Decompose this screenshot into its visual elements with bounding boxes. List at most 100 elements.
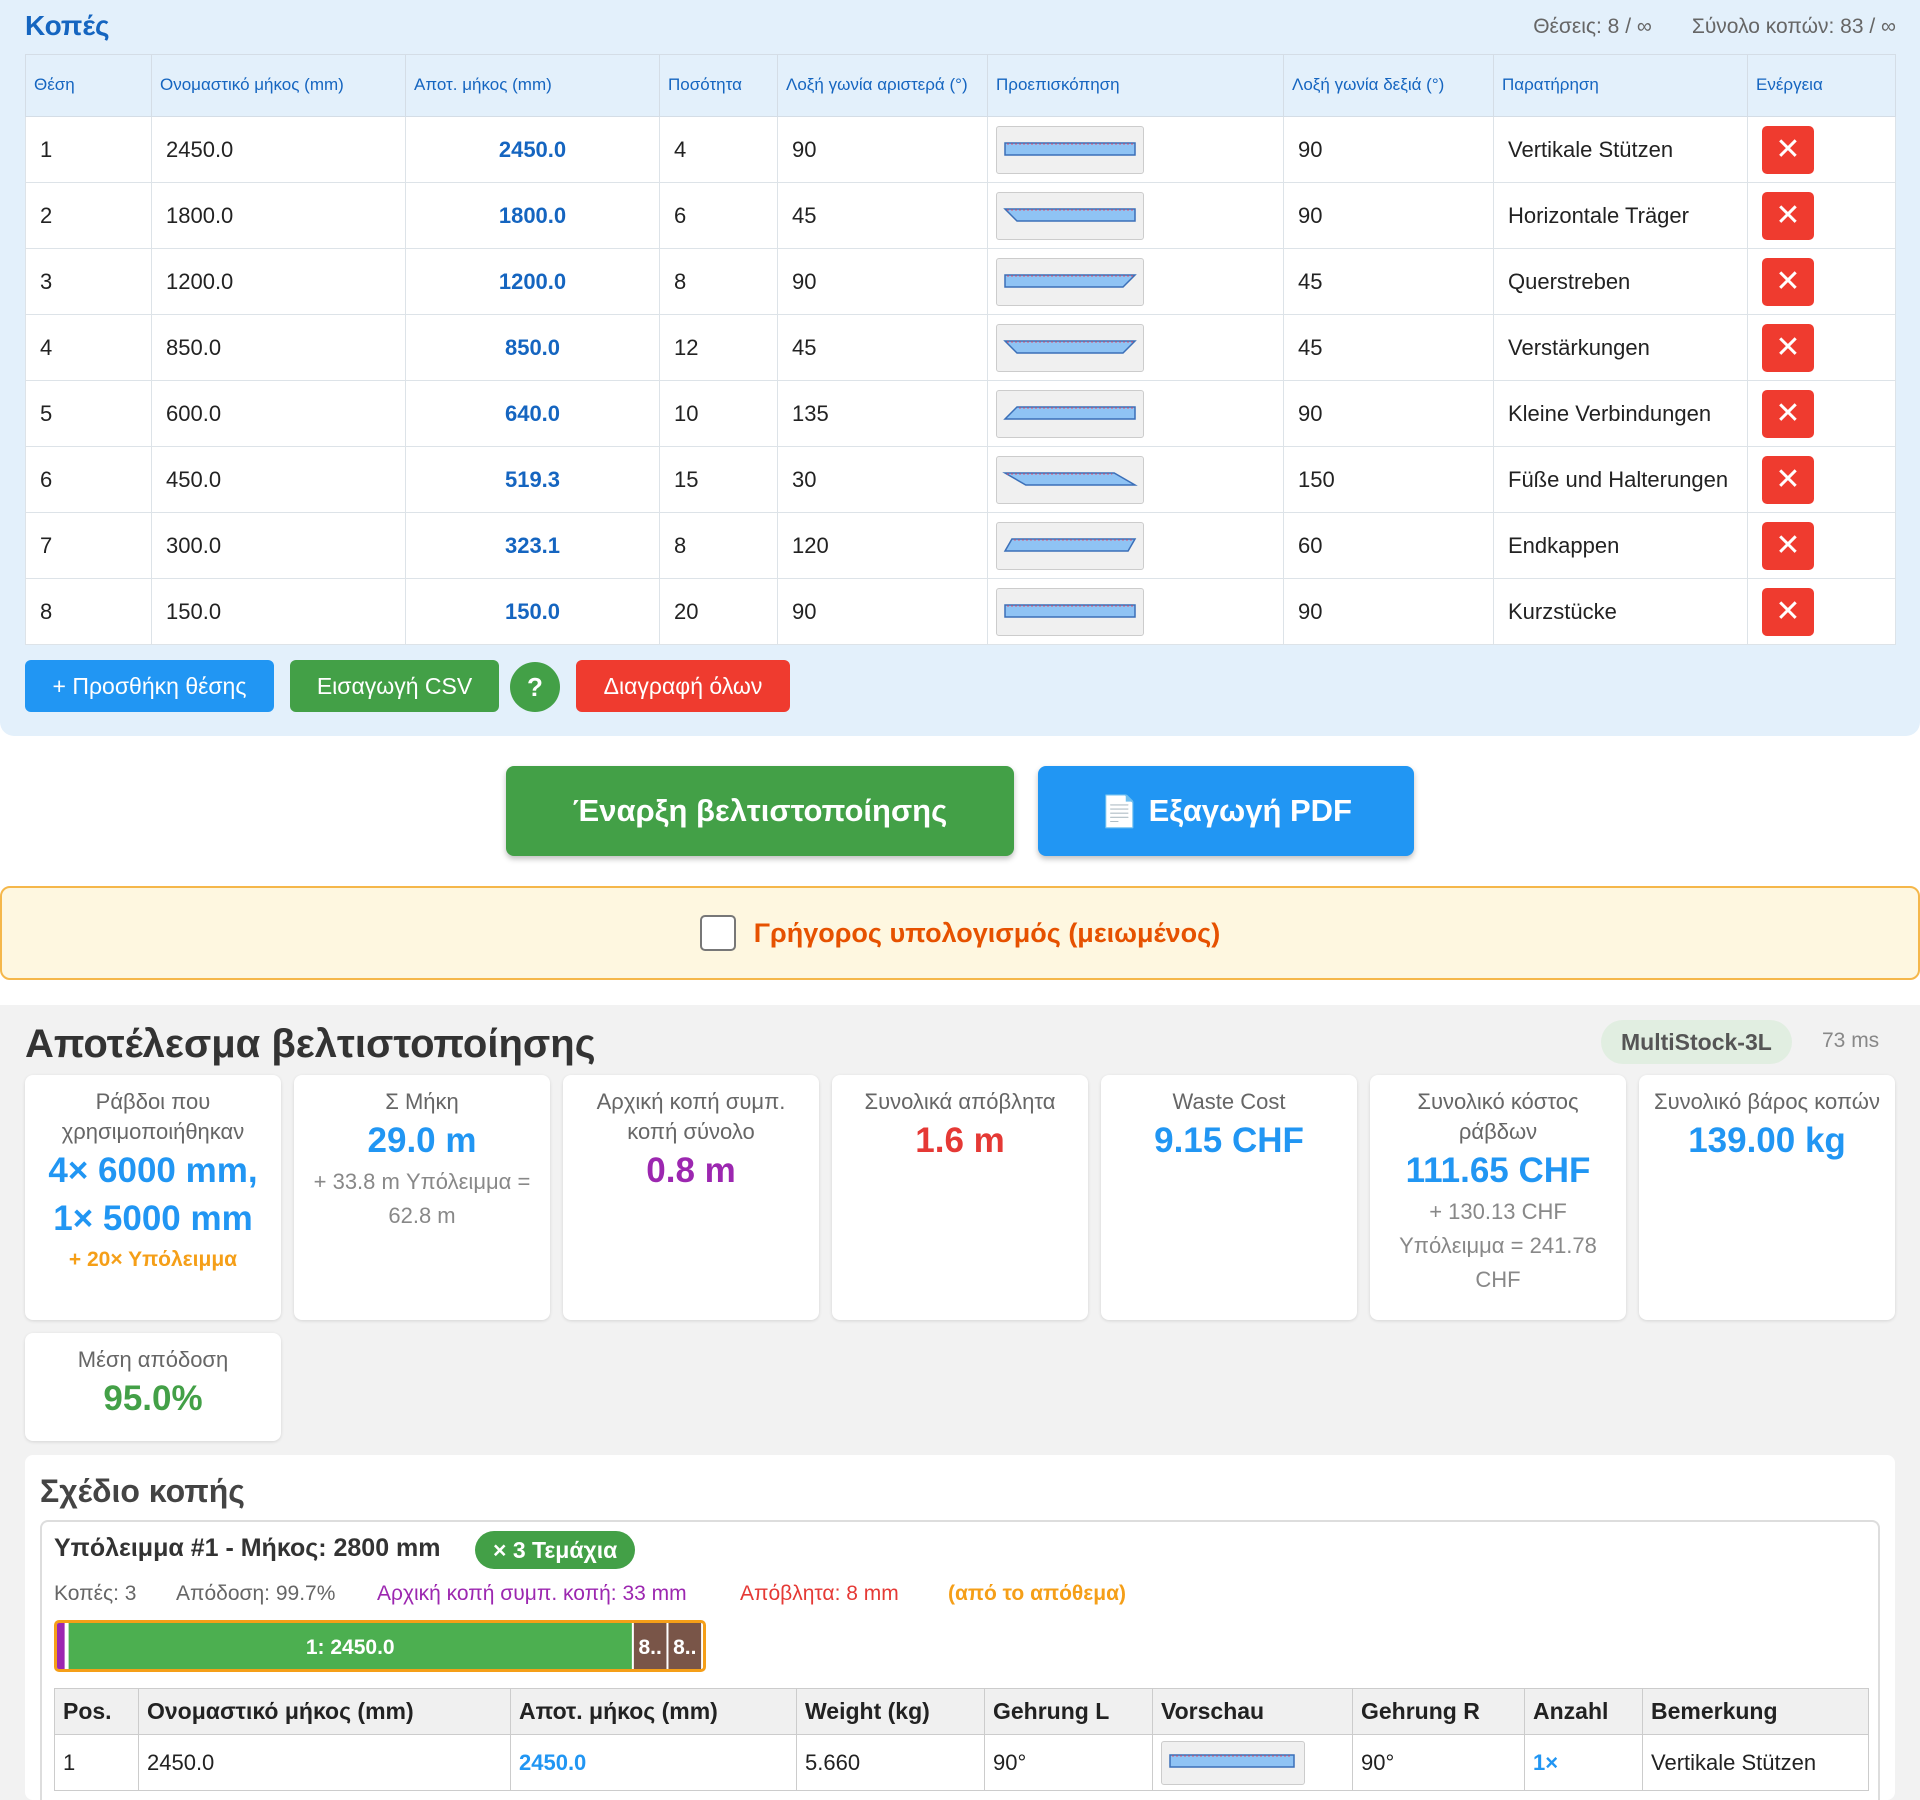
cell-nominal-length[interactable]: 150.0 [151,578,406,645]
cell-effective-length[interactable]: 850.0 [405,314,660,381]
delete-row-button[interactable]: ✕ [1762,257,1814,306]
cell-nominal-length[interactable]: 450.0 [151,446,406,513]
total-weight-label: Συνολικό βάρος κοπών [1654,1089,1880,1114]
cell-miter-left[interactable]: 45 [777,182,988,249]
cut-row: 2 1800.0 1800.0 6 45 90 Horizontale Träger ✕ [25,182,1896,249]
cell-effective-length[interactable]: 2450.0 [405,116,660,183]
delete-row-button[interactable]: ✕ [1762,323,1814,372]
avg-efficiency-label: Μέση απόδοση [77,1347,229,1372]
cell-miter-right[interactable]: 90 [1283,116,1494,183]
cell-quantity[interactable]: 8 [659,248,778,315]
stock-waste: Απόβλητα: 8 mm [740,1582,899,1605]
cell-position[interactable]: 1 [25,116,152,183]
cell-position[interactable]: 5 [25,380,152,447]
export-pdf-button[interactable]: 📄 Εξαγωγή PDF [1038,766,1414,856]
cell-miter-left[interactable]: 90 [777,248,988,315]
cell-quantity[interactable]: 4 [659,116,778,183]
cell-miter-left[interactable]: 120 [777,512,988,579]
cell-note[interactable]: Verstärkungen [1493,314,1748,381]
delete-row-button[interactable]: ✕ [1762,587,1814,636]
cell-miter-left[interactable]: 90 [777,116,988,183]
cell-preview [987,182,1284,249]
start-optimization-button[interactable]: Έναρξη βελτιστοποίησης [506,766,1014,856]
cutting-plan-title: Σχέδιο κοπής [40,1473,245,1509]
cell-position[interactable]: 2 [25,182,152,249]
avg-efficiency-value: 95.0% [103,1379,203,1418]
card-total-waste: Συνολικά απόβλητα 1.6 m [832,1075,1088,1320]
cell-action: ✕ [1747,116,1896,183]
cell-position[interactable]: 4 [25,314,152,381]
profile-shape [1003,405,1136,420]
cut-row: 4 850.0 850.0 12 45 45 Verstärkungen ✕ [25,314,1896,381]
sum-lengths-label: Σ Μήκη [385,1089,459,1114]
help-button[interactable]: ? [510,662,560,712]
cell-miter-right[interactable]: 150 [1283,446,1494,513]
cell-miter-left[interactable]: 135 [777,380,988,447]
cell-miter-right[interactable]: 45 [1283,314,1494,381]
cell-note[interactable]: Vertikale Stützen [1493,116,1748,183]
profile-preview-svg [1003,339,1137,354]
cell-miter-left[interactable]: 45 [777,314,988,381]
delete-row-button[interactable]: ✕ [1762,389,1814,438]
cell-miter-right[interactable]: 45 [1283,248,1494,315]
cell-miter-right[interactable]: 90 [1283,578,1494,645]
cell-effective-length[interactable]: 519.3 [405,446,660,513]
cell-note[interactable]: Kurzstücke [1493,578,1748,645]
profile-preview [996,455,1144,504]
cell-nominal-length[interactable]: 850.0 [151,314,406,381]
bars-used-value: 4× 6000 mm, 1× 5000 mm [48,1151,258,1238]
cell-quantity[interactable]: 15 [659,446,778,513]
waste-cost-label: Waste Cost [1172,1089,1286,1114]
pcol-miter-right: Gehrung R [1352,1688,1525,1735]
delete-row-button[interactable]: ✕ [1762,455,1814,504]
cell-quantity[interactable]: 10 [659,380,778,447]
cell-position[interactable]: 7 [25,512,152,579]
pcol-count: Anzahl [1524,1688,1643,1735]
cell-nominal-length[interactable]: 2450.0 [151,116,406,183]
cell-note[interactable]: Endkappen [1493,512,1748,579]
delete-row-button[interactable]: ✕ [1762,125,1814,174]
cell-effective-length[interactable]: 150.0 [405,578,660,645]
cell-miter-right[interactable]: 90 [1283,380,1494,447]
cell-quantity[interactable]: 8 [659,512,778,579]
cell-quantity[interactable]: 12 [659,314,778,381]
cell-miter-left[interactable]: 30 [777,446,988,513]
bar-segment-label: 8.. [673,1636,696,1659]
quick-calc-label[interactable]: Γρήγορος υπολογισμός (μειωμένος) [753,917,1221,948]
positions-stat: Θέσεις: 8 / ∞ [1533,15,1652,38]
cell-effective-length[interactable]: 640.0 [405,380,660,447]
cell-note[interactable]: Füße und Halterungen [1493,446,1748,513]
delete-row-button[interactable]: ✕ [1762,191,1814,240]
cell-quantity[interactable]: 20 [659,578,778,645]
cell-position[interactable]: 8 [25,578,152,645]
cell-effective-length[interactable]: 1800.0 [405,182,660,249]
cell-miter-right[interactable]: 60 [1283,512,1494,579]
cell-miter-left[interactable]: 90 [777,578,988,645]
delete-all-button[interactable]: Διαγραφή όλων [576,660,790,712]
cell-note[interactable]: Kleine Verbindungen [1493,380,1748,447]
cell-nominal-length[interactable]: 300.0 [151,512,406,579]
profile-preview-svg [1003,405,1136,420]
quick-calc-bar: Γρήγορος υπολογισμός (μειωμένος) [0,886,1920,980]
bar-segment [668,1623,702,1669]
cell-note[interactable]: Horizontale Träger [1493,182,1748,249]
cell-quantity[interactable]: 6 [659,182,778,249]
add-position-button[interactable]: + Προσθήκη θέσης [25,660,274,712]
cell-action: ✕ [1747,446,1896,513]
cell-nominal-length[interactable]: 600.0 [151,380,406,447]
delete-row-button[interactable]: ✕ [1762,521,1814,570]
cell-nominal-length[interactable]: 1200.0 [151,248,406,315]
cell-nominal-length[interactable]: 1800.0 [151,182,406,249]
profile-shape [1002,471,1138,486]
piece-table: Pos. Ονομαστικό μήκος (mm) Αποτ. μήκος (… [54,1688,1869,1791]
cell-position[interactable]: 6 [25,446,152,513]
bar-segment-label: 1: 2450.0 [306,1636,395,1659]
cell-position[interactable]: 3 [25,248,152,315]
cell-effective-length[interactable]: 323.1 [405,512,660,579]
cell-effective-length[interactable]: 1200.0 [405,248,660,315]
cell-note[interactable]: Querstreben [1493,248,1748,315]
import-csv-button[interactable]: Εισαγωγή CSV [290,660,499,712]
document-icon: 📄 [1100,793,1139,829]
cell-miter-right[interactable]: 90 [1283,182,1494,249]
quick-calc-checkbox[interactable] [699,915,736,951]
